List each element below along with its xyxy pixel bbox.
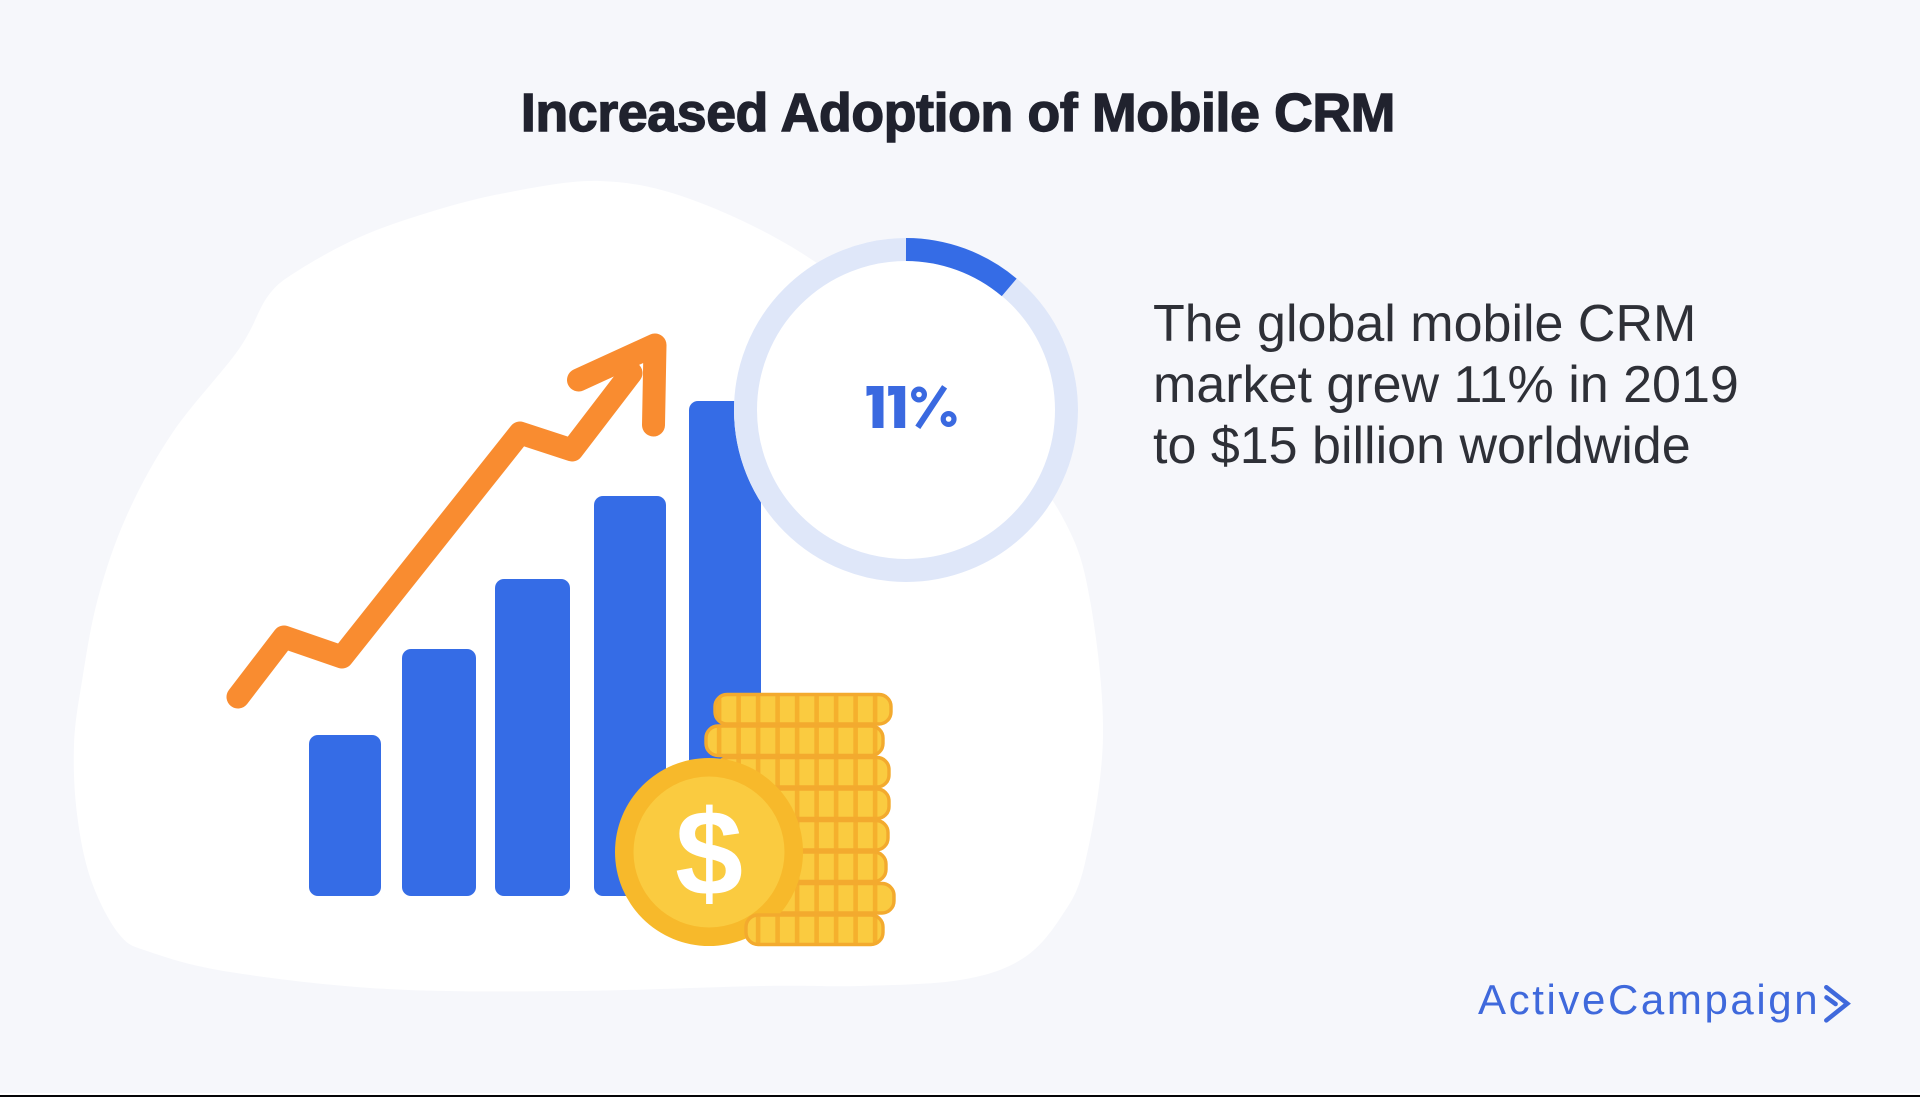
svg-text:$: $ [675, 785, 743, 921]
